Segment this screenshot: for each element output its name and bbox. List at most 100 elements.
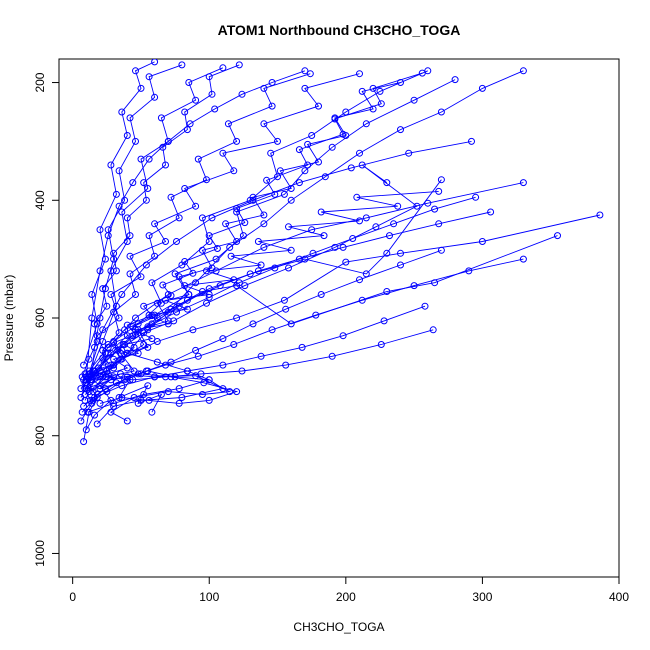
- data-point: [276, 167, 284, 175]
- data-point: [181, 258, 189, 265]
- data-point: [405, 149, 413, 157]
- data-point: [145, 396, 153, 404]
- data-point: [205, 396, 213, 404]
- data-point: [80, 438, 88, 446]
- data-point: [219, 149, 227, 157]
- data-point: [178, 61, 186, 69]
- data-point: [162, 161, 169, 169]
- data-point: [91, 367, 98, 375]
- data-point: [112, 302, 120, 310]
- data-point: [212, 255, 220, 263]
- data-point: [181, 282, 189, 290]
- y-tick-label: 800: [33, 425, 47, 445]
- data-point: [129, 179, 137, 187]
- data-point: [148, 279, 156, 287]
- data-point: [285, 264, 292, 272]
- data-point: [145, 73, 153, 81]
- data-point: [118, 394, 126, 401]
- data-point: [112, 267, 120, 275]
- data-point: [145, 155, 153, 163]
- x-axis: 0 100 200 300 400: [69, 576, 629, 604]
- data-point: [233, 238, 241, 245]
- data-point: [107, 408, 115, 416]
- data-point: [82, 426, 90, 434]
- data-point: [339, 130, 347, 138]
- data-point: [132, 326, 139, 334]
- data-point: [280, 296, 288, 304]
- data-point: [104, 232, 112, 240]
- data-point: [472, 193, 480, 201]
- data-point: [304, 140, 312, 148]
- data-point: [257, 352, 265, 360]
- series-17: [80, 59, 159, 369]
- data-point: [126, 114, 134, 122]
- data-point: [167, 292, 175, 300]
- data-point: [118, 346, 126, 354]
- data-point: [377, 100, 385, 108]
- data-point: [162, 296, 169, 304]
- data-point: [103, 302, 111, 310]
- data-point: [394, 202, 402, 210]
- data-point: [268, 102, 276, 110]
- data-point: [339, 243, 347, 251]
- data-point: [198, 288, 206, 295]
- data-point: [267, 149, 275, 157]
- data-point: [115, 202, 123, 210]
- data-point: [110, 249, 118, 257]
- data-point: [145, 232, 153, 240]
- data-point: [347, 164, 355, 172]
- data-point: [151, 373, 159, 381]
- data-point: [153, 299, 161, 307]
- data-point: [356, 149, 363, 157]
- data-point: [129, 332, 137, 340]
- data-point: [104, 341, 112, 348]
- data-point: [260, 211, 268, 219]
- data-point: [132, 291, 139, 298]
- data-point: [358, 296, 366, 304]
- data-point: [435, 187, 443, 195]
- data-point: [126, 252, 134, 260]
- data-point: [115, 314, 123, 322]
- data-point: [397, 261, 404, 269]
- data-point: [246, 270, 254, 278]
- data-point: [356, 217, 363, 225]
- data-point: [219, 64, 227, 72]
- data-point: [328, 352, 336, 360]
- data-point: [205, 73, 213, 81]
- data-point: [383, 249, 391, 257]
- data-point: [369, 84, 377, 92]
- data-point: [96, 267, 104, 275]
- data-point: [107, 376, 115, 384]
- data-point: [88, 376, 96, 384]
- data-point: [487, 208, 495, 216]
- data-point: [153, 338, 161, 345]
- data-point: [554, 232, 561, 240]
- series-line: [94, 305, 426, 398]
- data-point: [260, 84, 268, 92]
- data-point: [115, 329, 123, 337]
- series-line: [85, 70, 306, 377]
- data-point: [85, 355, 93, 363]
- data-point: [101, 385, 109, 393]
- data-point: [99, 285, 107, 293]
- x-tick-label: 400: [609, 590, 629, 604]
- series-line: [91, 64, 183, 377]
- data-point: [203, 299, 210, 307]
- series-22: [81, 69, 426, 387]
- data-point: [173, 238, 180, 245]
- data-point: [181, 185, 189, 192]
- data-point: [331, 115, 339, 123]
- data-point: [91, 411, 98, 419]
- data-point: [200, 379, 208, 387]
- y-axis: 200 400 600 800 1000: [33, 72, 60, 567]
- data-point: [358, 87, 366, 95]
- data-point: [99, 354, 107, 362]
- data-point: [183, 367, 191, 375]
- data-point: [383, 179, 391, 187]
- data-point: [211, 105, 219, 113]
- data-point: [317, 291, 325, 298]
- data-point: [380, 317, 388, 325]
- data-point: [107, 361, 115, 369]
- data-point: [320, 232, 328, 240]
- data-point: [189, 326, 197, 334]
